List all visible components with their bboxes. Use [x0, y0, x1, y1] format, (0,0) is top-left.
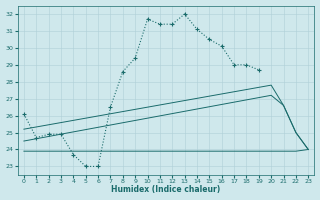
X-axis label: Humidex (Indice chaleur): Humidex (Indice chaleur) — [111, 185, 221, 194]
